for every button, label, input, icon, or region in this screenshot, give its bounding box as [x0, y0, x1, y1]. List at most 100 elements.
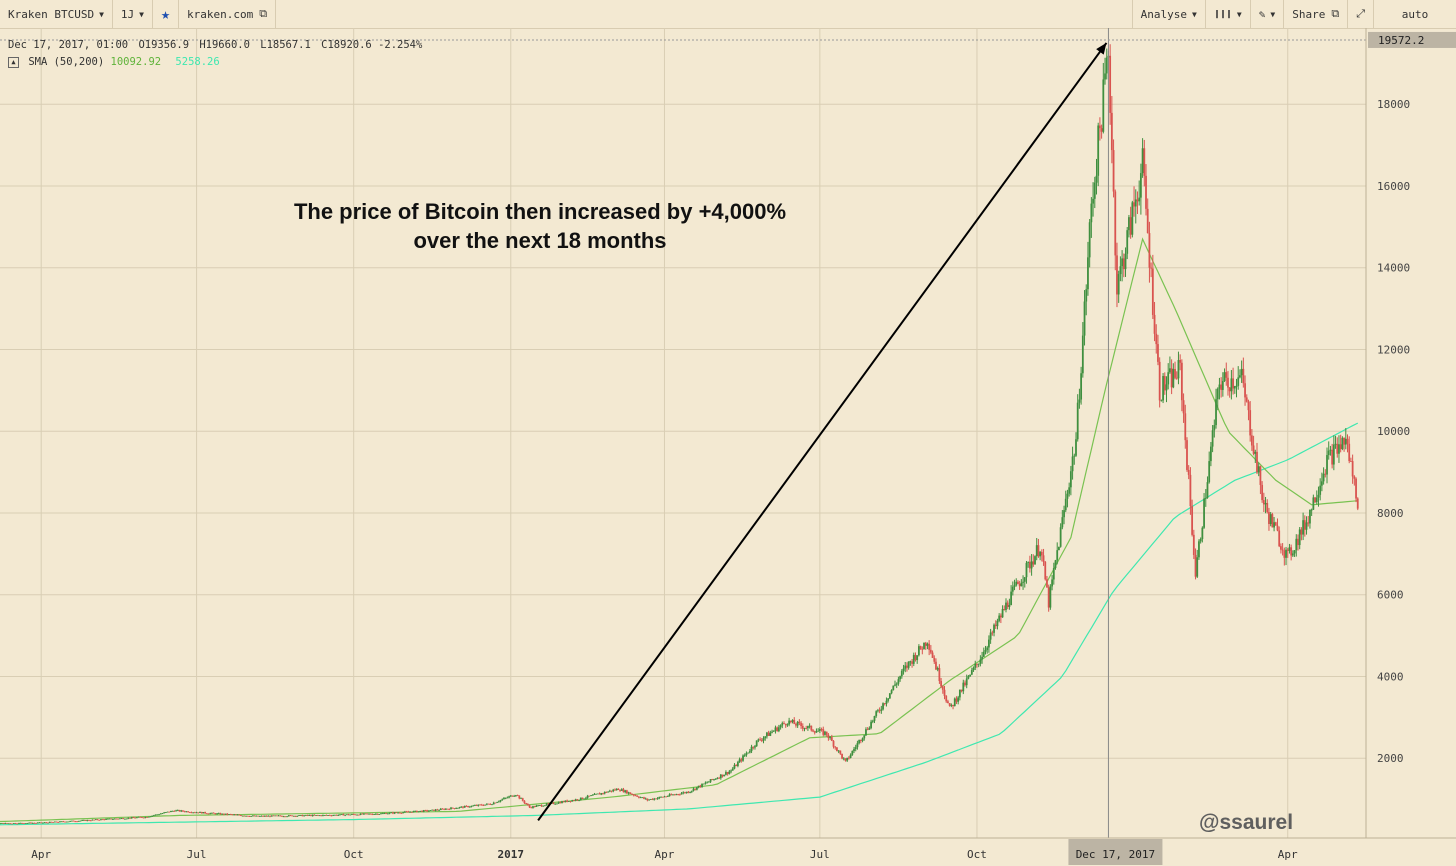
- candle-body: [187, 811, 189, 813]
- candle: [742, 754, 744, 762]
- candle: [813, 730, 816, 735]
- candle-body: [1262, 500, 1265, 505]
- candle: [528, 804, 531, 809]
- analyse-button[interactable]: Analyse ▼: [1131, 0, 1206, 28]
- candle: [1228, 387, 1231, 398]
- candle: [492, 801, 495, 805]
- candle: [132, 816, 135, 819]
- candle: [795, 722, 797, 728]
- candle-body: [347, 814, 350, 816]
- candle-body: [1184, 413, 1187, 441]
- candle: [318, 815, 321, 817]
- candle: [1104, 57, 1106, 85]
- candle: [322, 814, 324, 817]
- candle: [781, 721, 784, 729]
- candle: [1039, 550, 1042, 561]
- candle: [1249, 401, 1252, 442]
- candle-body: [865, 729, 867, 736]
- collapse-icon[interactable]: ▲: [8, 56, 19, 68]
- candle-body: [704, 782, 707, 784]
- candle: [745, 751, 748, 757]
- candle: [863, 735, 866, 741]
- candle-body: [926, 643, 929, 646]
- candle: [333, 814, 336, 816]
- candle: [395, 812, 398, 814]
- candle: [1273, 516, 1275, 532]
- candle-body: [277, 815, 280, 817]
- candle-body: [542, 805, 545, 807]
- candle-body: [684, 792, 686, 794]
- candle-body: [793, 719, 796, 725]
- share-button[interactable]: Share ⧉: [1284, 0, 1349, 28]
- candle-body: [1105, 57, 1108, 74]
- candle-body: [1180, 362, 1183, 401]
- candle: [504, 797, 507, 800]
- annotation-text: The price of Bitcoin then increased by +…: [240, 197, 840, 255]
- candle-body: [419, 810, 422, 812]
- candle-body: [38, 822, 41, 824]
- symbol-selector[interactable]: Kraken BTCUSD ▼: [0, 0, 113, 28]
- candle-body: [352, 814, 355, 815]
- candle-body: [602, 793, 604, 794]
- candle: [800, 721, 802, 729]
- candle: [402, 811, 405, 814]
- candle-body: [429, 810, 432, 811]
- candle: [1083, 290, 1086, 346]
- candle: [171, 810, 174, 812]
- drawing-tools-button[interactable]: ✎ ▼: [1251, 0, 1285, 28]
- candle: [258, 815, 261, 817]
- candle-body: [1075, 439, 1077, 456]
- site-link[interactable]: kraken.com ⧉: [179, 0, 277, 28]
- candle-body: [533, 806, 536, 807]
- candle-body: [839, 750, 842, 754]
- candle: [576, 799, 579, 802]
- y-tick-label: 10000: [1377, 425, 1410, 438]
- candle: [805, 725, 808, 730]
- interval-selector[interactable]: 1J ▼: [113, 0, 153, 28]
- candle-body: [200, 811, 203, 814]
- candle: [981, 651, 983, 664]
- candle-body: [1264, 502, 1267, 505]
- candle: [844, 758, 847, 762]
- candle-body: [1165, 384, 1168, 391]
- candle: [26, 822, 29, 824]
- chart-type-button[interactable]: ❙❙❙ ▼: [1206, 0, 1251, 28]
- candle-body: [1134, 199, 1137, 207]
- candle: [789, 720, 792, 724]
- candle-body: [566, 800, 569, 802]
- candle-body: [1198, 541, 1200, 558]
- candle-body: [1046, 579, 1048, 588]
- candle-body: [796, 721, 799, 726]
- candle-body: [154, 814, 157, 816]
- candle-body: [36, 822, 39, 824]
- candle-body: [694, 788, 697, 790]
- candle: [1257, 462, 1260, 477]
- favorite-button[interactable]: ★: [153, 0, 180, 28]
- candle: [1194, 548, 1197, 580]
- auto-scale-button[interactable]: auto: [1374, 0, 1456, 28]
- candle-body: [335, 814, 338, 816]
- candle-body: [108, 818, 111, 820]
- candle-body: [1220, 384, 1223, 390]
- candle: [470, 805, 473, 808]
- candle: [21, 822, 24, 824]
- candle: [530, 806, 533, 809]
- candle-body: [214, 813, 217, 815]
- candle: [1131, 200, 1134, 238]
- candle-body: [351, 814, 353, 815]
- candle-body: [1092, 198, 1094, 204]
- fullscreen-button[interactable]: ⤢: [1348, 0, 1374, 28]
- candle: [236, 814, 239, 816]
- candle: [265, 815, 268, 817]
- candle: [933, 655, 936, 664]
- candle: [641, 797, 644, 799]
- candle-body: [468, 806, 471, 808]
- candle: [257, 815, 259, 817]
- candle-body: [308, 815, 311, 816]
- candle: [870, 719, 872, 730]
- candle: [590, 795, 592, 797]
- candle-body: [1138, 197, 1141, 202]
- price-label-box: [1368, 31, 1456, 48]
- candle: [62, 820, 65, 823]
